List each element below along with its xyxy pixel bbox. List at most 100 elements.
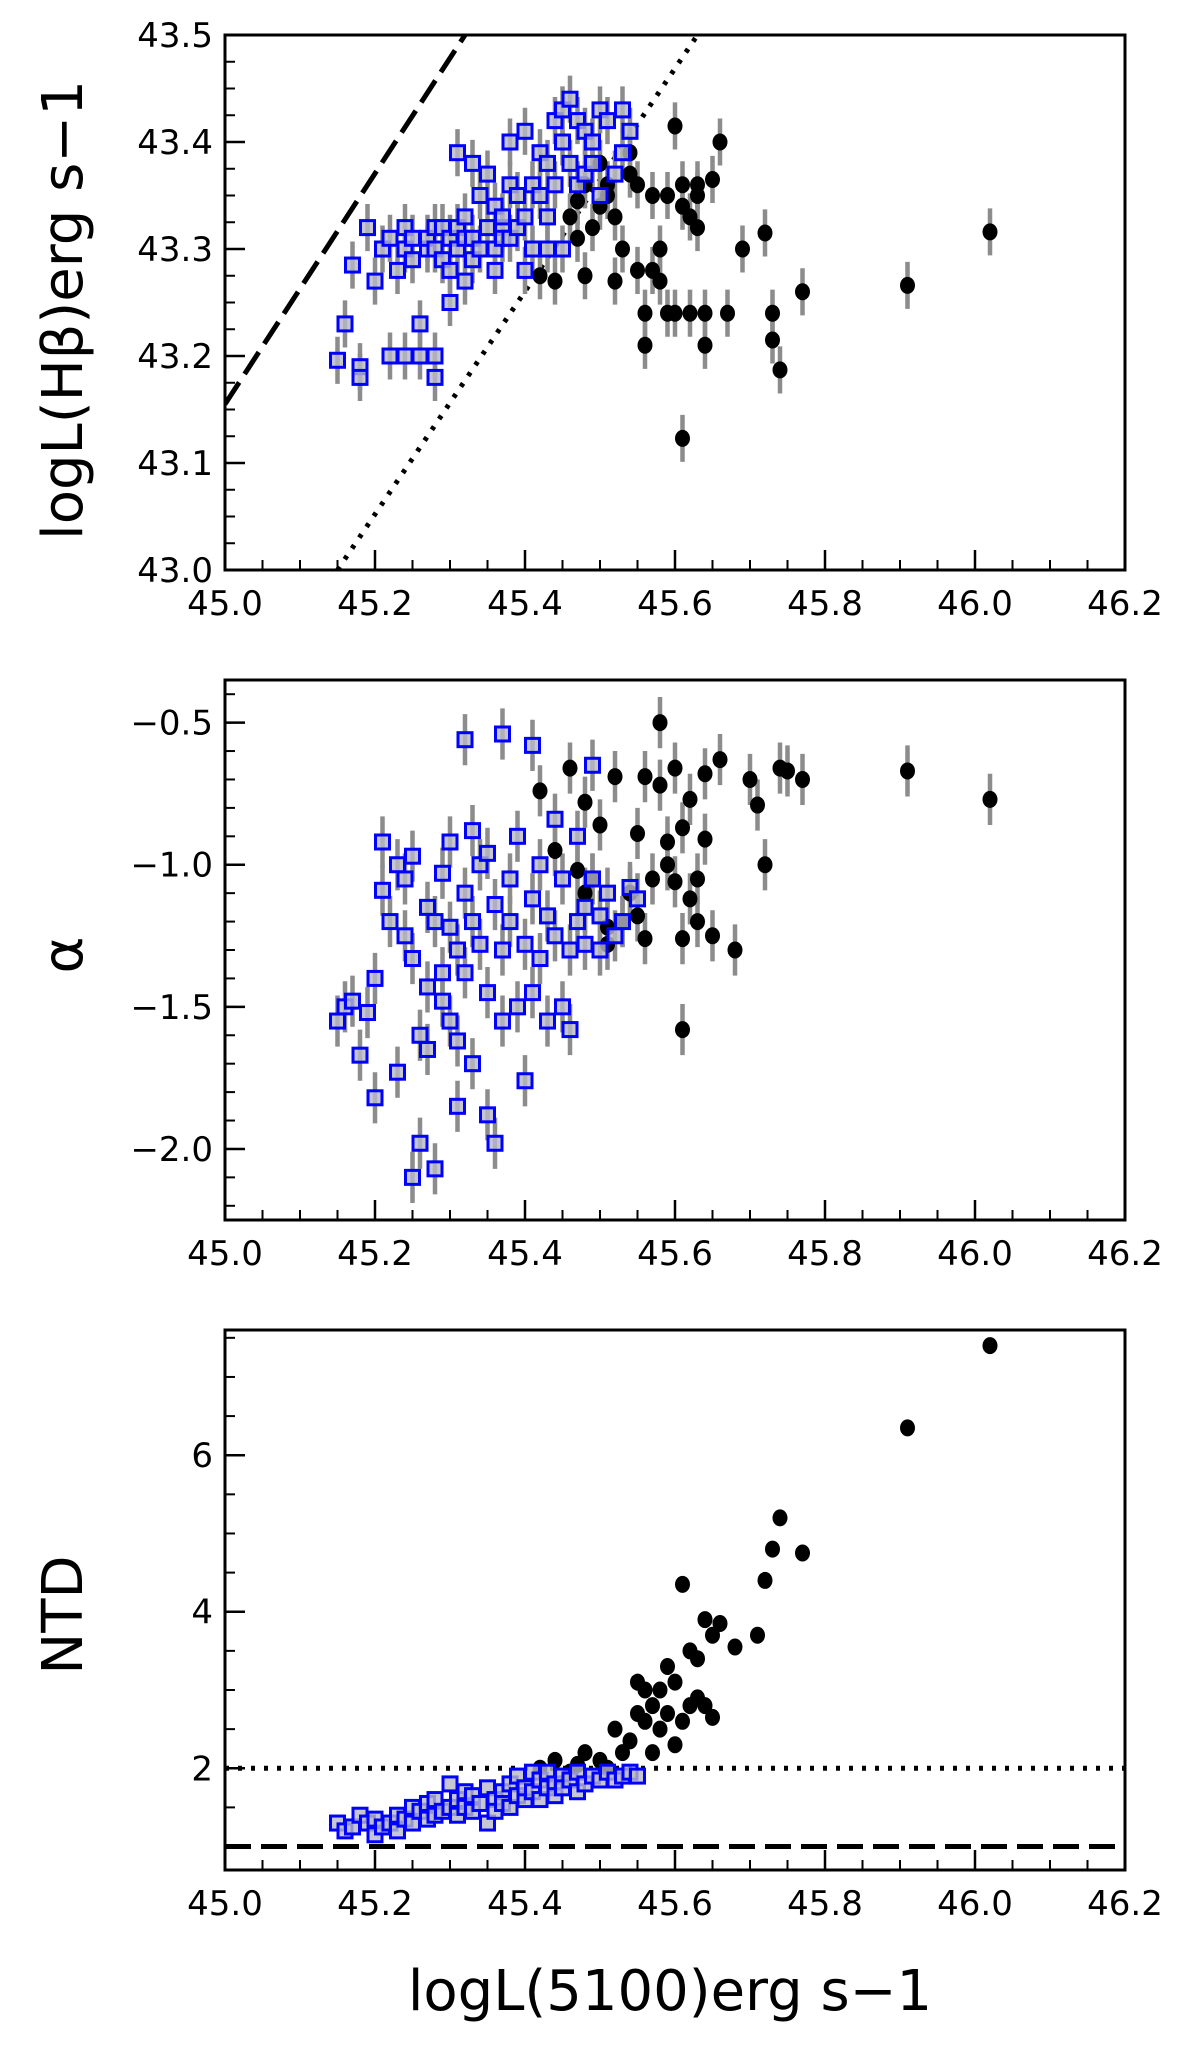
data-point-square bbox=[486, 896, 504, 914]
data-point-circle bbox=[570, 861, 585, 879]
plot-area bbox=[225, 35, 998, 570]
data-point-circle bbox=[705, 170, 720, 188]
data-point-square bbox=[614, 144, 631, 162]
data-point-square bbox=[516, 1072, 534, 1090]
data-point-square bbox=[539, 154, 556, 172]
data-point-square bbox=[486, 1134, 504, 1152]
data-point-circle bbox=[982, 1337, 998, 1355]
data-point-square bbox=[494, 941, 511, 959]
data-point-square bbox=[509, 827, 526, 845]
data-point-circle bbox=[630, 176, 645, 194]
data-point-square bbox=[561, 154, 579, 172]
data-point-square bbox=[389, 856, 406, 874]
data-point-circle bbox=[727, 941, 743, 959]
data-point-circle bbox=[667, 304, 683, 322]
data-point-circle bbox=[637, 1712, 653, 1730]
data-point-square bbox=[351, 1046, 369, 1064]
data-point-circle bbox=[772, 361, 788, 379]
data-point-circle bbox=[697, 830, 713, 848]
data-point-square bbox=[404, 950, 421, 968]
x-tick-label: 45.2 bbox=[337, 584, 413, 624]
x-tick-label: 45.6 bbox=[637, 584, 713, 624]
data-point-square bbox=[606, 165, 624, 183]
data-point-circle bbox=[675, 1712, 690, 1730]
data-point-circle bbox=[720, 304, 735, 322]
x-tick-label: 45.8 bbox=[787, 1234, 863, 1274]
data-point-square bbox=[479, 219, 496, 237]
data-point-circle bbox=[765, 331, 780, 349]
data-point-circle bbox=[577, 1744, 593, 1762]
data-point-square bbox=[584, 870, 601, 888]
data-point-square bbox=[456, 208, 474, 226]
data-point-square bbox=[516, 208, 534, 226]
x-tick-label: 45.0 bbox=[187, 1234, 263, 1274]
data-point-square bbox=[479, 984, 496, 1002]
data-point-circle bbox=[690, 219, 705, 237]
data-point-circle bbox=[532, 267, 548, 285]
data-point-circle bbox=[607, 272, 623, 290]
data-point-circle bbox=[562, 759, 578, 777]
data-point-square bbox=[464, 822, 481, 840]
data-point-circle bbox=[757, 1571, 773, 1589]
data-point-square bbox=[501, 870, 519, 888]
data-point-square bbox=[426, 368, 444, 386]
data-point-square bbox=[449, 1097, 466, 1115]
data-point-circle bbox=[757, 856, 773, 874]
data-point-circle bbox=[570, 192, 585, 210]
data-point-square bbox=[524, 240, 541, 258]
data-point-square bbox=[374, 881, 391, 899]
data-point-circle bbox=[982, 790, 998, 808]
data-point-square bbox=[531, 856, 549, 874]
data-point-circle bbox=[712, 751, 728, 769]
y-tick-label: −1.5 bbox=[130, 988, 213, 1028]
y-tick-label: 2 bbox=[191, 1749, 213, 1789]
data-point-circle bbox=[637, 930, 653, 948]
data-point-circle bbox=[697, 336, 713, 354]
data-point-square bbox=[554, 998, 571, 1016]
data-point-circle bbox=[900, 1419, 915, 1437]
data-point-circle bbox=[532, 782, 548, 800]
data-point-square bbox=[576, 898, 594, 916]
data-point-square bbox=[516, 122, 534, 140]
data-point-circle bbox=[547, 842, 563, 860]
data-point-circle bbox=[765, 1540, 780, 1558]
y-tick-label: 43.5 bbox=[137, 16, 213, 56]
data-point-square bbox=[524, 736, 541, 754]
x-tick-label: 46.0 bbox=[937, 584, 1013, 624]
data-point-square bbox=[539, 240, 556, 258]
data-point-circle bbox=[667, 1736, 683, 1754]
data-point-square bbox=[629, 890, 646, 908]
data-point-square bbox=[449, 941, 466, 959]
x-tick-label: 45.4 bbox=[487, 1234, 563, 1274]
data-point-square bbox=[584, 154, 601, 172]
data-point-circle bbox=[765, 304, 780, 322]
data-point-circle bbox=[675, 819, 690, 837]
data-point-circle bbox=[660, 1704, 675, 1722]
data-point-square bbox=[591, 941, 609, 959]
data-point-square bbox=[441, 261, 459, 279]
data-point-square bbox=[336, 315, 354, 333]
y-tick-label: 43.1 bbox=[137, 444, 213, 484]
panel-top-hbeta: 45.0 45.2 45.4 45.6 45.8 46.0 46.2 43.0 43.1 43.2… bbox=[137, 16, 1163, 624]
data-point-square bbox=[599, 884, 616, 902]
data-point-square bbox=[366, 1089, 384, 1107]
data-point-circle bbox=[667, 873, 683, 891]
data-point-square bbox=[464, 154, 481, 172]
data-point-circle bbox=[682, 890, 698, 908]
data-point-square bbox=[344, 992, 361, 1010]
data-point-square bbox=[516, 935, 534, 953]
data-point-square bbox=[509, 187, 526, 204]
data-point-square bbox=[621, 122, 639, 140]
data-point-square bbox=[524, 890, 541, 908]
data-point-square bbox=[501, 133, 519, 151]
data-point-square bbox=[396, 347, 414, 365]
data-point-circle bbox=[667, 759, 683, 777]
data-point-square bbox=[434, 864, 451, 882]
data-point-circle bbox=[577, 884, 593, 902]
reference-line-dotted bbox=[335, 35, 700, 570]
data-point-square bbox=[441, 1775, 459, 1793]
data-point-square bbox=[344, 256, 361, 274]
data-point-circle bbox=[750, 1626, 765, 1644]
data-point-circle bbox=[645, 870, 660, 888]
data-point-circle bbox=[660, 187, 675, 204]
